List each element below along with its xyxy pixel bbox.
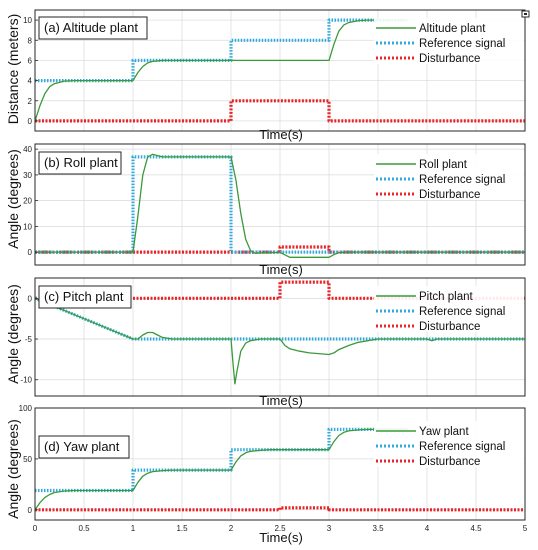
panel-title-box [38, 151, 122, 175]
legend-box [374, 154, 524, 200]
y-tick-label: 10 [23, 16, 32, 25]
series-line-disturbance [35, 280, 525, 300]
x-tick-label: 3 [327, 524, 332, 533]
series-line-plant [34, 428, 408, 511]
x-tick-label: 0.5 [78, 524, 90, 533]
y-axis-label: Angle (degrees) [5, 149, 21, 249]
y-axis-label: Angle (degrees) [5, 284, 21, 384]
panel-title: (b) Roll plant [44, 155, 118, 170]
y-axis-label: Angle (degrees) [5, 419, 21, 519]
y-tick-label: 2 [28, 97, 33, 106]
plot-frame [34, 277, 526, 397]
x-axis-label: Time(s) [259, 393, 303, 408]
y-tick-label: 100 [19, 404, 33, 413]
legend-label-reference: Reference signal [419, 306, 505, 318]
y-tick-label: 8 [28, 36, 33, 45]
y-tick-label: 30 [23, 171, 32, 180]
y-tick-label: -5 [25, 335, 33, 344]
legend-box [374, 421, 524, 467]
legend-label-plant: Pitch plant [419, 291, 474, 303]
panel-roll: 0 10 20 30 40 (b) Roll plant Angle (degrees)… [5, 143, 526, 277]
legend: Pitch plant Reference signal Disturbance [374, 286, 524, 333]
series-line-plant [34, 297, 525, 385]
panel-title-box [38, 285, 132, 309]
y-tick-label: 40 [23, 145, 32, 154]
x-axis-label: Time(s) [259, 262, 303, 277]
plot-frame [34, 9, 526, 132]
y-tick-label: 0 [28, 294, 33, 303]
y-tick-label: 50 [23, 455, 32, 464]
series-line-reference [35, 18, 408, 83]
plot-frame [34, 407, 526, 521]
y-tick-label: 10 [23, 222, 32, 231]
legend: Yaw plant Reference signal Disturbance [374, 421, 524, 468]
panel-title: (a) Altitude plant [44, 20, 138, 35]
x-tick-label: 2 [229, 524, 234, 533]
series-line-plant [34, 19, 408, 122]
panel-title-box [38, 435, 130, 459]
series-line-disturbance [35, 506, 525, 512]
y-tick-label: 0 [28, 248, 33, 257]
plot-frame [34, 143, 526, 266]
legend-label-disturbance: Disturbance [419, 456, 480, 468]
x-tick-label: 1 [131, 524, 136, 533]
y-tick-label: 4 [28, 77, 33, 86]
legend-box [374, 286, 524, 332]
x-axis-label: Time(s) [259, 127, 303, 142]
axes-toolbar-icon-dot [524, 13, 527, 15]
x-tick-label: 4 [425, 524, 430, 533]
y-axis-label: Distance (meters) [5, 14, 21, 124]
x-tick-label: 5 [523, 524, 528, 533]
x-tick-label: 3.5 [372, 524, 384, 533]
y-tick-label: 0 [28, 506, 33, 515]
x-tick-label: 1.5 [176, 524, 188, 533]
legend-label-plant: Yaw plant [419, 426, 469, 438]
legend-label-disturbance: Disturbance [419, 53, 480, 65]
x-tick-label: 0 [33, 524, 38, 533]
y-tick-label: 0 [28, 117, 33, 126]
x-tick-label: 4.5 [470, 524, 482, 533]
series-line-plant [35, 153, 525, 258]
panel-yaw: 0 50 100 0 0.5 1 1.5 2 2.5 3 3.5 4 4.5 5 (d) Yaw plan… [5, 404, 528, 545]
legend-label-plant: Altitude plant [419, 23, 486, 35]
legend-label-disturbance: Disturbance [419, 189, 480, 201]
legend: Roll plant Reference signal Disturbance [374, 154, 524, 201]
y-tick-label: 6 [28, 56, 33, 65]
panel-title-box [38, 16, 148, 40]
legend: Altitude plant Reference signal Disturba… [374, 18, 524, 65]
legend-label-plant: Roll plant [419, 159, 468, 171]
legend-box [374, 18, 524, 64]
legend-label-reference: Reference signal [419, 38, 505, 50]
y-tick-label: 20 [23, 197, 32, 206]
legend-label-disturbance: Disturbance [419, 321, 480, 333]
panel-altitude: 0 2 4 6 8 10 (a) Altitude plant Distance (met… [5, 9, 526, 142]
x-tick-label: 2.5 [274, 524, 286, 533]
panel-pitch: -10 -5 0 (c) Pitch plant Angle (degrees) T… [5, 277, 526, 408]
x-axis-label: Time(s) [259, 530, 303, 545]
legend-label-reference: Reference signal [419, 441, 505, 453]
legend-label-reference: Reference signal [419, 174, 505, 186]
panel-title: (c) Pitch plant [44, 289, 124, 304]
series-line-reference [35, 427, 408, 493]
y-tick-label: -10 [20, 376, 32, 385]
panel-title: (d) Yaw plant [44, 439, 120, 454]
